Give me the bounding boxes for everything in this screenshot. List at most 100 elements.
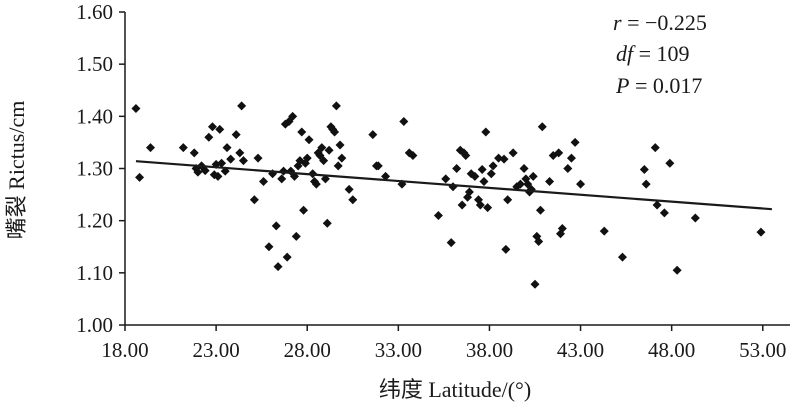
data-point: [226, 154, 236, 164]
data-point: [231, 130, 241, 140]
data-point: [253, 153, 263, 163]
data-point: [652, 200, 662, 210]
y-tick-label: 1.00: [76, 313, 113, 337]
data-point: [258, 177, 268, 187]
data-point: [302, 153, 312, 163]
data-point: [330, 127, 340, 137]
data-point: [215, 124, 225, 134]
data-point: [319, 156, 329, 166]
data-point: [408, 150, 418, 160]
data-point: [448, 182, 458, 192]
data-point: [237, 101, 247, 111]
data-point: [249, 195, 259, 205]
data-point: [433, 210, 443, 220]
x-tick-label: 38.00: [466, 338, 513, 362]
data-point: [566, 153, 576, 163]
data-point: [483, 203, 493, 213]
data-point: [217, 158, 227, 168]
data-point: [331, 101, 341, 111]
y-tick-label: 1.50: [76, 52, 113, 76]
data-point: [446, 238, 456, 248]
x-axis-title: 纬度 Latitude/(°): [379, 377, 531, 402]
data-point: [178, 143, 188, 153]
data-point: [576, 179, 586, 189]
data-point: [200, 166, 210, 176]
data-point: [368, 130, 378, 140]
data-point: [641, 179, 651, 189]
y-tick-label: 1.30: [76, 157, 113, 181]
data-point: [650, 143, 660, 153]
y-tick-label: 1.40: [76, 104, 113, 128]
data-point: [563, 164, 573, 173]
data-point: [570, 137, 580, 147]
data-point: [193, 167, 203, 177]
x-tick-label: 33.00: [375, 338, 422, 362]
data-point: [515, 179, 525, 189]
data-point: [534, 237, 544, 247]
data-point: [322, 218, 332, 228]
x-tick-label: 28.00: [284, 338, 331, 362]
data-point: [470, 171, 480, 181]
data-point: [135, 172, 145, 182]
data-point: [207, 122, 217, 132]
data-point: [639, 165, 649, 175]
data-point: [461, 150, 471, 160]
y-ticks: 1.00 1.10 1.20 1.30 1.40 1.50 1.60: [76, 0, 125, 337]
data-point: [213, 171, 223, 181]
data-point: [475, 200, 485, 210]
data-point: [457, 200, 467, 210]
y-tick-label: 1.60: [76, 0, 113, 24]
data-point: [464, 187, 474, 197]
data-point: [273, 262, 283, 272]
data-point: [617, 252, 627, 262]
data-point: [373, 161, 383, 171]
data-point: [535, 205, 545, 215]
data-point: [317, 143, 327, 153]
y-axis-title: 嘴裂 Rictus/cm: [4, 101, 29, 240]
data-point: [299, 205, 309, 215]
data-point: [756, 227, 766, 237]
data-point: [222, 143, 232, 153]
x-tick-label: 23.00: [192, 338, 239, 362]
data-point: [499, 154, 509, 164]
data-point: [337, 153, 347, 163]
x-tick-label: 53.00: [739, 338, 786, 362]
x-tick-label: 48.00: [648, 338, 695, 362]
data-point: [282, 252, 292, 262]
data-point: [519, 164, 529, 173]
p-statistic: P = 0.017: [615, 73, 702, 98]
data-point: [297, 127, 307, 137]
data-point: [665, 158, 675, 168]
data-point: [599, 226, 609, 236]
data-point: [452, 164, 462, 173]
data-point: [189, 148, 199, 158]
data-point: [131, 104, 141, 114]
data-point: [481, 127, 491, 137]
data-point: [501, 244, 511, 254]
data-point: [146, 143, 156, 153]
data-point: [264, 242, 274, 252]
data-point: [659, 208, 669, 218]
data-point: [545, 177, 555, 187]
data-point: [477, 165, 487, 175]
data-point: [399, 117, 409, 127]
y-tick-label: 1.20: [76, 209, 113, 233]
data-point: [441, 174, 451, 184]
df-statistic: df = 109: [616, 41, 690, 66]
data-point: [304, 135, 314, 145]
r-statistic: r = −0.225: [613, 10, 707, 35]
x-tick-label: 43.00: [557, 338, 604, 362]
data-point: [537, 122, 547, 132]
data-point: [271, 221, 281, 231]
data-point: [690, 213, 700, 223]
data-point: [479, 177, 489, 187]
data-point: [238, 156, 248, 166]
data-point: [528, 171, 538, 181]
data-point: [488, 161, 498, 171]
data-point: [348, 195, 358, 205]
data-point: [335, 140, 345, 150]
data-point: [324, 145, 334, 155]
data-point: [235, 148, 245, 158]
trendline: [135, 160, 772, 211]
